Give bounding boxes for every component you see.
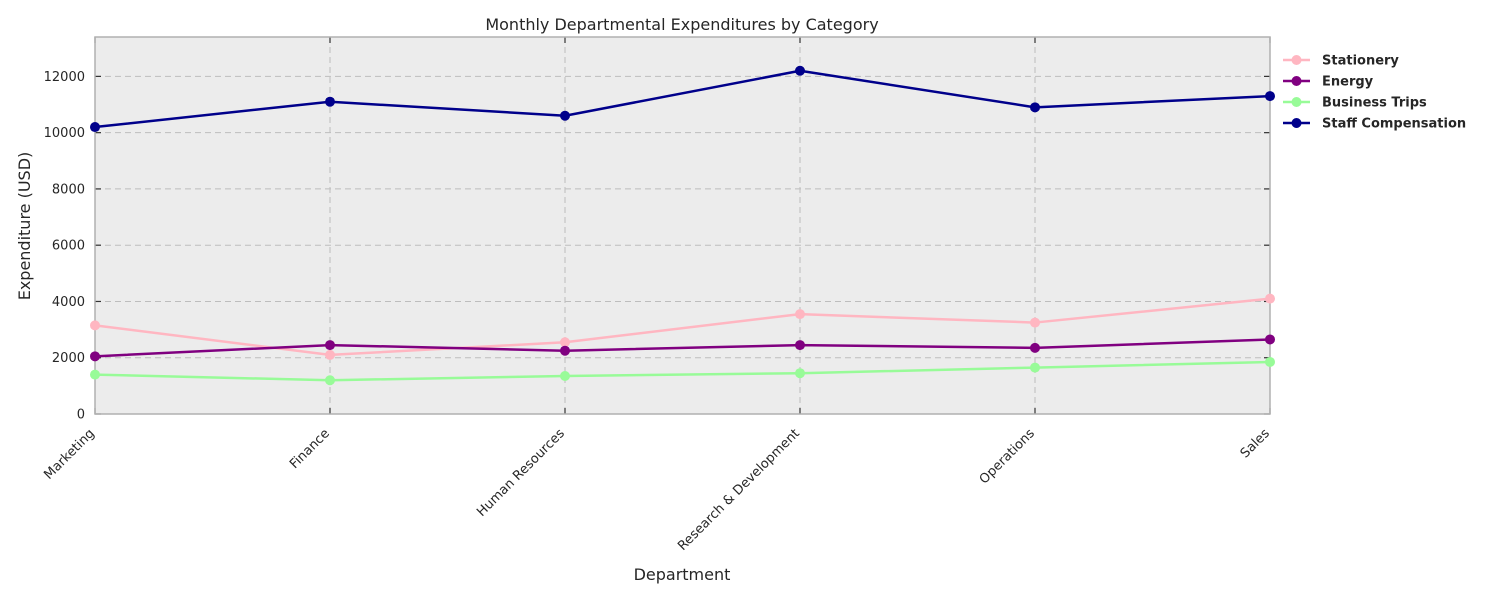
data-point (1030, 317, 1040, 328)
series-stationery (90, 293, 1275, 360)
x-tick-label: Sales (1238, 426, 1273, 461)
series-energy (90, 334, 1275, 362)
legend: Stationery Energy Business Trips Staff Comp… (1283, 54, 1466, 132)
data-point (560, 371, 570, 382)
data-point (325, 375, 335, 386)
data-point (795, 368, 805, 379)
y-tick-label: 8000 (52, 182, 85, 197)
legend-label: Staff Compensation (1322, 117, 1466, 132)
data-point (325, 96, 335, 107)
data-point (90, 351, 100, 362)
legend-label: Stationery (1322, 54, 1399, 69)
series-layer (90, 65, 1275, 386)
legend-item: Staff Compensation (1283, 117, 1466, 132)
data-point (90, 320, 100, 331)
series-line (94, 297, 1271, 357)
y-axis-label: Expenditure (USD) (15, 152, 34, 301)
legend-marker (1291, 118, 1302, 128)
y-tick-label: 4000 (52, 295, 85, 310)
y-tick-label: 10000 (44, 126, 85, 141)
data-point (325, 349, 335, 360)
series-line (94, 69, 1271, 129)
legend-marker (1291, 55, 1302, 65)
legend-marker (1291, 97, 1302, 107)
chart-title: Monthly Departmental Expenditures by Cat… (485, 15, 878, 34)
x-tick-label: Human Resources (474, 426, 568, 520)
legend-marker (1291, 76, 1302, 86)
y-tick-label: 0 (77, 408, 85, 423)
series-line (94, 338, 1271, 358)
legend-label: Business Trips (1322, 96, 1427, 111)
data-point (795, 340, 805, 351)
series-line (94, 360, 1271, 382)
data-point (90, 122, 100, 133)
x-tick-label: Research & Development (675, 426, 803, 554)
legend-item: Business Trips (1283, 96, 1427, 111)
y-tick-label: 2000 (52, 351, 85, 366)
x-tick-label: Marketing (41, 426, 97, 482)
data-point (1265, 334, 1275, 345)
x-tick-label: Finance (287, 426, 333, 472)
data-point (1265, 91, 1275, 102)
data-point (560, 110, 570, 121)
data-point (795, 65, 805, 76)
data-point (1265, 293, 1275, 304)
data-point (560, 337, 570, 348)
data-point (1030, 102, 1040, 113)
data-point (1030, 342, 1040, 353)
x-tick-label: Operations (977, 426, 1038, 487)
y-tick-label: 12000 (44, 70, 85, 85)
legend-label: Energy (1322, 75, 1374, 90)
series-business-trips (90, 356, 1275, 386)
data-point (1030, 362, 1040, 373)
data-point (1265, 356, 1275, 367)
plot-frame (94, 36, 1271, 415)
data-point (560, 345, 570, 356)
legend-item: Energy (1283, 75, 1374, 90)
data-point (325, 340, 335, 351)
x-axis-label: Department (634, 565, 731, 584)
data-point (795, 309, 805, 320)
legend-item: Stationery (1283, 54, 1399, 69)
series-staff-compensation (90, 65, 1275, 133)
data-point (90, 369, 100, 380)
y-tick-label: 6000 (52, 239, 85, 254)
